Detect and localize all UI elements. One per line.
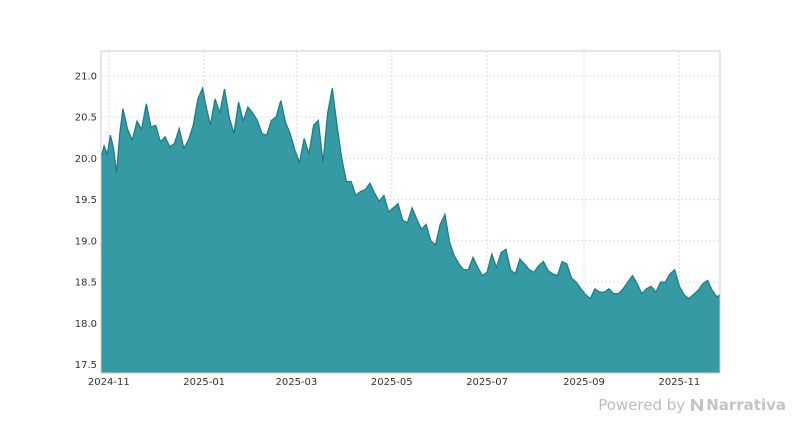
plot-frame (100, 50, 721, 374)
y-tick-label: 19.5 (75, 195, 97, 206)
y-tick-label: 18.5 (75, 278, 97, 289)
y-tick-label: 19.0 (75, 236, 97, 247)
x-tick-label: 2025-09 (563, 377, 605, 388)
powered-by-label: Powered by (598, 396, 686, 414)
narrativa-logo: Narrativa (690, 396, 786, 414)
x-tick-label: 2025-03 (275, 377, 317, 388)
x-tick-label: 2025-05 (371, 377, 413, 388)
y-tick-label: 20.5 (75, 113, 97, 124)
plot-area (100, 86, 721, 373)
series-area (101, 88, 720, 373)
powered-by-footer: Powered by Narrativa (598, 396, 786, 414)
x-tick-label: 2025-01 (183, 377, 225, 388)
brand-name: Narrativa (706, 396, 786, 414)
y-tick-label: 20.0 (75, 154, 97, 165)
y-tick-label: 18.0 (75, 319, 97, 330)
narrativa-logo-icon (691, 399, 704, 411)
series-line (100, 86, 721, 300)
y-tick-label: 21.0 (75, 71, 97, 82)
x-tick-label: 2025-07 (466, 377, 508, 388)
y-tick-label: 17.5 (75, 360, 97, 371)
x-tick-label: 2024-11 (88, 377, 130, 388)
y-axis: 17.5 18.0 18.5 19.0 19.5 20.0 20.5 21.0 (75, 71, 97, 371)
x-tick-label: 2025-11 (658, 377, 700, 388)
x-axis: 2024-11 2025-01 2025-03 2025-05 2025-07 2025-… (88, 377, 700, 388)
